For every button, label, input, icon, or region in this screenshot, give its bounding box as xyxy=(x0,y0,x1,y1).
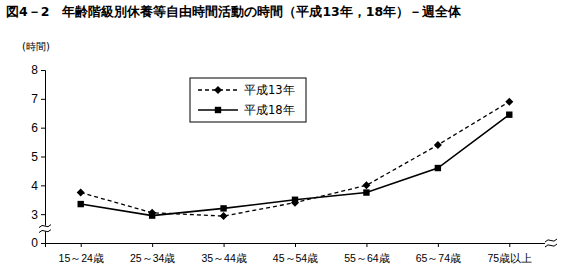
series-marker xyxy=(78,201,84,207)
series-marker xyxy=(220,205,226,211)
x-tick-mark xyxy=(295,243,296,247)
x-axis-break-gap xyxy=(545,240,557,246)
y-tick-mark xyxy=(41,214,45,215)
x-tick-mark xyxy=(152,243,153,247)
legend: 平成13年平成18年 xyxy=(190,78,306,122)
x-tick-label: 15～24歳 xyxy=(59,252,104,264)
x-tick-label: 55～64歳 xyxy=(344,252,389,264)
y-axis: 0 3 4 5 6 7 8 xyxy=(31,63,45,250)
x-tick-mark xyxy=(366,243,367,247)
legend-marker xyxy=(215,107,221,113)
series-marker xyxy=(77,189,85,197)
x-tick: 15～24歳 xyxy=(59,243,104,264)
y-tick: 8 xyxy=(31,63,45,77)
series-marker xyxy=(149,212,155,218)
series-marker xyxy=(292,197,298,203)
y-axis-break-gap xyxy=(39,226,51,232)
y-tick: 3 xyxy=(31,208,45,222)
x-tick-label: 25～34歳 xyxy=(130,252,175,264)
chart: 図4－2 年齢階級別休養等自由時間活動の時間（平成13年，18年）－週全体 (時間… xyxy=(0,0,563,277)
series xyxy=(78,111,513,218)
x-axis: 15～24歳 25～34歳 35～44歳 45～54歳 55～64歳 65～74歳 75歳以… xyxy=(46,243,546,264)
series-marker xyxy=(435,165,441,171)
legend-label: 平成13年 xyxy=(244,83,295,97)
x-axis-break xyxy=(545,239,557,247)
y-tick-label: 6 xyxy=(31,121,38,135)
y-tick: 4 xyxy=(31,179,45,193)
series-line xyxy=(81,115,510,216)
x-tick-mark xyxy=(81,243,82,247)
legend-box xyxy=(190,78,306,122)
y-tick-mark xyxy=(41,185,45,186)
y-tick-label: 5 xyxy=(31,150,38,164)
x-axis-line xyxy=(46,244,546,248)
y-tick-mark xyxy=(41,243,45,244)
x-tick: 25～34歳 xyxy=(130,243,175,264)
x-tick-label: 75歳以上 xyxy=(487,252,532,264)
y-axis-break-wave xyxy=(39,230,51,233)
x-tick-mark xyxy=(438,243,439,247)
legend-marker xyxy=(214,86,222,94)
x-tick: 65～74歳 xyxy=(416,243,461,264)
y-axis-line xyxy=(41,71,46,244)
x-axis-break-wave xyxy=(545,239,557,242)
y-tick-mark xyxy=(41,128,45,129)
x-tick-mark xyxy=(224,243,225,247)
y-tick-mark xyxy=(41,157,45,158)
series-marker xyxy=(434,141,442,149)
x-tick: 35～44歳 xyxy=(201,243,246,264)
y-tick-mark xyxy=(41,70,45,71)
series-marker xyxy=(220,212,228,220)
y-tick-label: 3 xyxy=(31,208,38,222)
x-tick: 55～64歳 xyxy=(344,243,389,264)
y-tick-mark xyxy=(41,99,45,100)
y-tick: 5 xyxy=(31,150,45,164)
y-tick: 6 xyxy=(31,121,45,135)
x-tick-label: 35～44歳 xyxy=(201,252,246,264)
series-marker xyxy=(362,181,370,189)
y-tick-label: 8 xyxy=(31,63,38,77)
y-tick: 0 xyxy=(31,236,45,250)
x-tick-label: 45～54歳 xyxy=(273,252,318,264)
y-tick-label: 7 xyxy=(31,92,38,106)
y-tick: 7 xyxy=(31,92,45,106)
x-tick: 45～54歳 xyxy=(273,243,318,264)
y-tick-label: 0 xyxy=(31,236,38,250)
y-axis-title: (時間) xyxy=(22,41,50,52)
y-tick-label: 4 xyxy=(31,179,38,193)
series-marker xyxy=(363,189,369,195)
y-axis-break xyxy=(39,225,51,233)
x-tick-mark xyxy=(509,243,510,247)
title: 図4－2 年齢階級別休養等自由時間活動の時間（平成13年，18年）－週全体 xyxy=(6,4,462,19)
legend-label: 平成18年 xyxy=(244,103,295,117)
x-axis-break-wave xyxy=(545,244,557,247)
series-marker xyxy=(505,98,513,106)
x-tick: 75歳以上 xyxy=(487,243,532,264)
x-tick-label: 65～74歳 xyxy=(416,252,461,264)
series-marker xyxy=(506,111,512,117)
y-axis-break-wave xyxy=(39,225,51,228)
